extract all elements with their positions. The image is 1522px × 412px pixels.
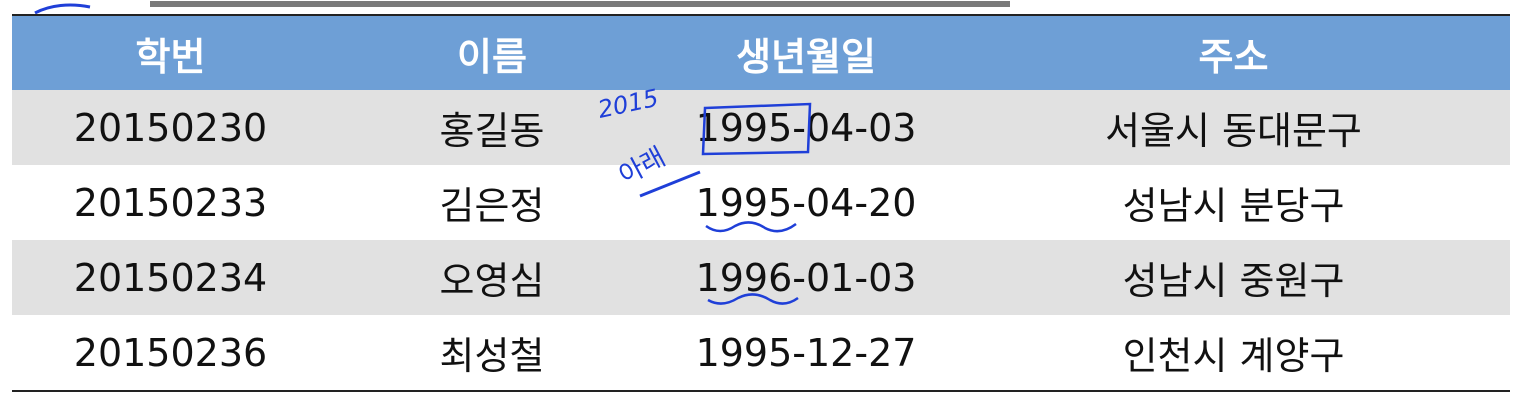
cell-address: 성남시 분당구 xyxy=(1122,184,1345,228)
cell-name: 오영심 xyxy=(439,259,545,303)
cell-name: 김은정 xyxy=(439,184,545,228)
cell-address: 서울시 동대문구 xyxy=(1105,109,1362,153)
table-row: 20150233 김은정 1995-04-20 성남시 분당구 xyxy=(12,165,1510,240)
cell-name: 홍길동 xyxy=(439,109,545,153)
cropped-heading-text xyxy=(34,1,1010,14)
table-row: 20150230 홍길동 1995-04-03 서울시 동대문구 xyxy=(12,90,1510,165)
header-birthdate: 생년월일 xyxy=(736,34,876,79)
cell-name: 최성철 xyxy=(439,334,545,378)
table-row: 20150236 최성철 1995-12-27 인천시 계양구 xyxy=(12,315,1510,390)
header-student-id: 학번 xyxy=(135,34,206,79)
cell-birthdate: 1995-12-27 xyxy=(695,330,917,375)
cell-address: 인천시 계양구 xyxy=(1122,334,1345,378)
cell-address: 성남시 중원구 xyxy=(1122,259,1345,303)
cell-student-id: 20150234 xyxy=(73,255,268,300)
cell-student-id: 20150233 xyxy=(73,180,268,225)
cell-student-id: 20150236 xyxy=(73,330,268,375)
header-name: 이름 xyxy=(457,34,527,79)
cell-birthdate: 1996-01-03 xyxy=(695,255,917,300)
table-row: 20150234 오영심 1996-01-03 성남시 중원구 xyxy=(12,240,1510,315)
cell-student-id: 20150230 xyxy=(73,105,268,150)
table-header-row: 학번 이름 생년월일 주소 xyxy=(12,16,1510,90)
student-table: 학번 이름 생년월일 주소 20150230 홍길동 1995-04-03 서울… xyxy=(12,14,1510,392)
cropped-heading-strip xyxy=(0,0,1522,14)
cell-birthdate: 1995-04-03 xyxy=(695,105,917,150)
header-address: 주소 xyxy=(1198,34,1269,79)
cell-birthdate: 1995-04-20 xyxy=(695,180,917,225)
